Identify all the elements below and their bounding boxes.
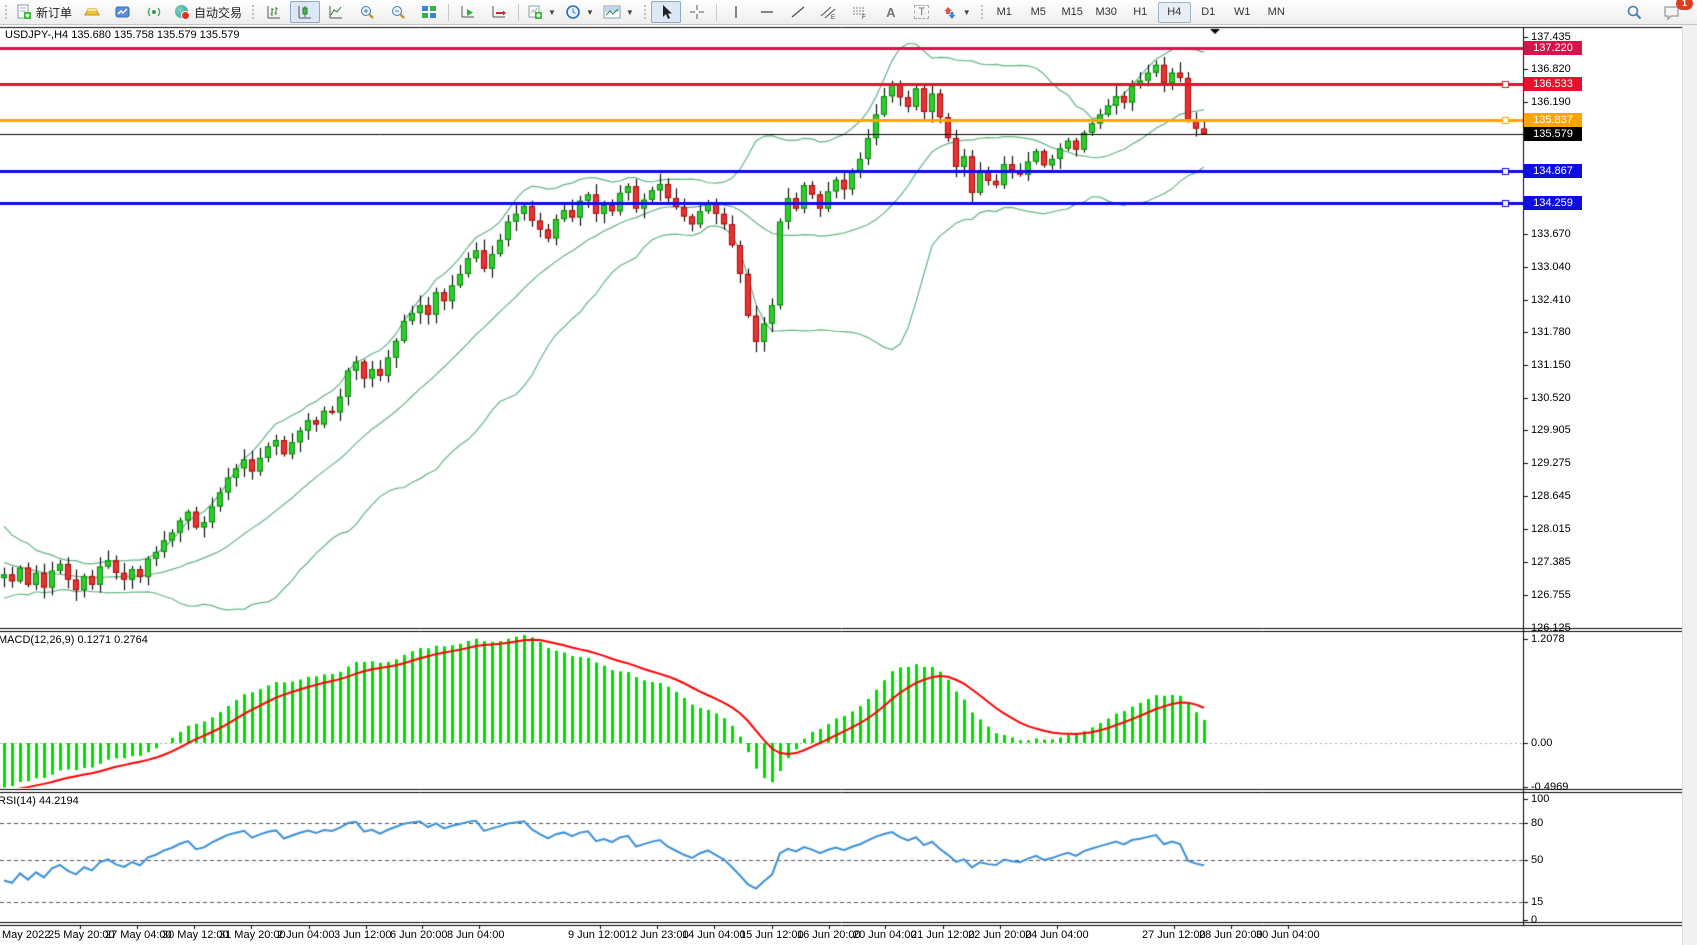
chevron-down-icon: ▼ — [585, 7, 594, 17]
fibonacci-icon: F — [853, 7, 866, 20]
toolbar-grip[interactable] — [978, 3, 984, 21]
timeframe-button-m30[interactable]: M30 — [1095, 6, 1117, 18]
cursor-icon — [662, 5, 672, 19]
chevron-down-icon: ▼ — [962, 7, 971, 17]
chart-cloud-icon — [115, 6, 130, 18]
auto-trading-label: 自动交易 — [194, 5, 243, 20]
crosshair-button[interactable] — [682, 1, 712, 23]
fibonacci-button[interactable]: F — [845, 1, 875, 23]
gold-button[interactable] — [77, 1, 107, 23]
crosshair-icon — [689, 5, 704, 19]
text-icon: A — [886, 4, 896, 20]
toolbar-right: 1 — [1619, 0, 1697, 23]
timeframe-button-h4[interactable]: H4 — [1157, 1, 1191, 23]
timeframe-button-m1[interactable]: M1 — [996, 6, 1012, 18]
timeframe-button-d1[interactable]: D1 — [1201, 6, 1216, 18]
search-button[interactable] — [1619, 1, 1649, 23]
timeframe-button-w1[interactable]: W1 — [1233, 6, 1251, 18]
toolbar-separator — [518, 3, 520, 21]
notifications-button[interactable]: 1 — [1657, 0, 1693, 23]
equidistant-channel-icon: E — [820, 6, 836, 20]
toolbar-grip[interactable] — [250, 3, 256, 21]
arrows-button[interactable]: ▼ — [938, 1, 975, 23]
window-edge-scrollbar[interactable] — [1682, 25, 1697, 945]
zoom-in-button[interactable] — [352, 1, 382, 23]
horizontal-line-icon — [760, 11, 773, 13]
toolbar-grip[interactable] — [641, 3, 647, 21]
line-chart-button[interactable] — [321, 1, 351, 23]
chevron-down-icon: ▼ — [548, 7, 556, 17]
new-chart-button[interactable]: ▼ — [523, 1, 560, 23]
chart-shift-icon — [492, 6, 507, 18]
new-chart-icon — [528, 5, 543, 19]
notification-badge: 1 — [1676, 0, 1693, 10]
toolbar-grip[interactable] — [3, 3, 8, 21]
cursor-button[interactable] — [650, 1, 681, 23]
candlestick-chart-icon — [298, 6, 312, 19]
zoom-in-icon — [361, 6, 374, 19]
timeframe-group: M1 M5 M15 M30 H1 H4 D1 W1 MN — [988, 1, 1293, 23]
bar-chart-icon — [267, 6, 281, 19]
svg-text:E: E — [831, 15, 835, 20]
auto-scroll-button[interactable] — [453, 1, 483, 23]
auto-scroll-icon — [461, 6, 475, 18]
line-chart-icon — [329, 6, 343, 19]
zoom-out-icon — [392, 6, 405, 19]
vertical-line-button[interactable] — [721, 1, 751, 23]
clock-icon — [566, 5, 580, 19]
toolbar-separator — [715, 3, 717, 21]
zoom-out-button[interactable] — [383, 1, 413, 23]
timeframe-button-m15[interactable]: M15 — [1061, 6, 1083, 18]
text-label-button[interactable]: T — [907, 1, 937, 23]
text-button[interactable]: A — [876, 1, 906, 23]
vertical-line-icon — [735, 6, 737, 18]
horizontal-line-button[interactable] — [752, 1, 782, 23]
template-icon — [603, 5, 621, 19]
toolbar: 新订单 自动交易 — [0, 0, 1697, 25]
timeframe-button-mn[interactable]: MN — [1267, 6, 1285, 18]
timeframe-button-h1[interactable]: H1 — [1133, 6, 1148, 18]
new-order-label: 新订单 — [36, 5, 73, 20]
bar-chart-button[interactable] — [259, 1, 289, 23]
equidistant-channel-button[interactable]: E — [814, 1, 844, 23]
chart-cloud-button[interactable] — [108, 1, 138, 23]
gold-ingot-icon — [84, 8, 100, 16]
timeframe-button-m5[interactable]: M5 — [1030, 6, 1046, 18]
trendline-icon — [791, 6, 805, 18]
new-order-button[interactable]: 新订单 — [12, 1, 76, 23]
tile-windows-icon — [422, 6, 437, 18]
candlestick-chart-button[interactable] — [290, 1, 321, 23]
new-order-icon — [17, 4, 31, 19]
text-label-icon: T — [914, 5, 930, 19]
signal-button[interactable] — [139, 1, 169, 23]
auto-trading-button[interactable]: 自动交易 — [170, 1, 246, 23]
arrows-icon — [944, 7, 956, 19]
svg-text:F: F — [862, 15, 866, 20]
signal-icon — [147, 7, 161, 17]
chart-shift-button[interactable] — [484, 1, 514, 23]
auto-trading-icon — [174, 4, 191, 20]
trendline-button[interactable] — [783, 1, 813, 23]
tile-windows-button[interactable] — [414, 1, 444, 23]
search-icon — [1627, 5, 1641, 19]
chevron-down-icon: ▼ — [625, 7, 634, 17]
templates-button[interactable]: ▼ — [599, 1, 638, 23]
period-button[interactable]: ▼ — [561, 1, 598, 23]
toolbar-separator — [448, 3, 450, 21]
